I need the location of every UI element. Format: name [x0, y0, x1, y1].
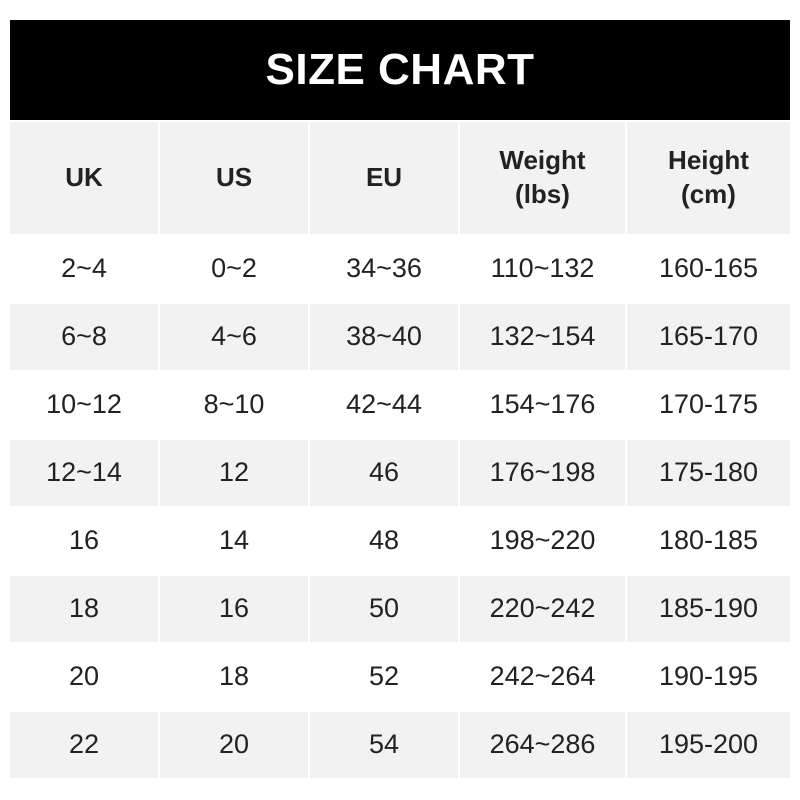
table-row: 16 14 48 198~220 180-185: [10, 508, 790, 574]
table-cell: 20: [160, 712, 308, 778]
table-cell: 12: [160, 440, 308, 506]
table-cell: 18: [10, 576, 158, 642]
column-header: UK: [10, 122, 158, 234]
table-row: 6~8 4~6 38~40 132~154 165-170: [10, 304, 790, 370]
column-header: US: [160, 122, 308, 234]
column-header: EU: [310, 122, 458, 234]
table-cell: 176~198: [460, 440, 625, 506]
table-row: 10~12 8~10 42~44 154~176 170-175: [10, 372, 790, 438]
table-cell: 132~154: [460, 304, 625, 370]
table-cell: 0~2: [211, 253, 257, 284]
table-cell: 54: [310, 712, 458, 778]
table-cell: 18: [218, 661, 250, 692]
table-cell: 6~8: [10, 304, 158, 370]
table-row: 12~14 12 46 176~198 175-180: [10, 440, 790, 506]
table-cell: 16: [68, 525, 100, 556]
table-cell: 20: [68, 661, 100, 692]
table-cell: 34~36: [346, 253, 422, 284]
header-row: UK US EU Weight (lbs) Height (cm): [10, 122, 790, 234]
table-cell: 22: [10, 712, 158, 778]
table-cell: 160-165: [658, 253, 759, 284]
table-cell: 10~12: [46, 389, 122, 420]
size-chart-title: SIZE CHART: [10, 20, 790, 120]
table-cell: 16: [160, 576, 308, 642]
table-cell: 264~286: [460, 712, 625, 778]
table-cell: 165-170: [627, 304, 790, 370]
size-table: UK US EU Weight (lbs) Height (cm) 2~4 0~2 34~3…: [10, 122, 790, 780]
table-cell: 110~132: [490, 253, 595, 284]
table-cell: 242~264: [489, 661, 596, 692]
table-row: 2~4 0~2 34~36 110~132 160-165: [10, 236, 790, 302]
table-cell: 8~10: [203, 389, 265, 420]
table-cell: 175-180: [627, 440, 790, 506]
table-cell: 4~6: [160, 304, 308, 370]
table-cell: 38~40: [310, 304, 458, 370]
table-row: 20 18 52 242~264 190-195: [10, 644, 790, 710]
table-cell: 48: [368, 525, 400, 556]
table-row: 18 16 50 220~242 185-190: [10, 576, 790, 642]
table-cell: 220~242: [460, 576, 625, 642]
table-cell: 14: [218, 525, 250, 556]
table-cell: 42~44: [346, 389, 422, 420]
table-cell: 52: [368, 661, 400, 692]
table-cell: 170-175: [658, 389, 759, 420]
table-cell: 195-200: [627, 712, 790, 778]
table-cell: 46: [310, 440, 458, 506]
column-header: Height (cm): [627, 122, 790, 234]
table-cell: 12~14: [10, 440, 158, 506]
table-row: 22 20 54 264~286 195-200: [10, 712, 790, 778]
table-cell: 154~176: [489, 389, 596, 420]
table-cell: 50: [310, 576, 458, 642]
table-cell: 2~4: [61, 253, 107, 284]
table-cell: 185-190: [627, 576, 790, 642]
table-cell: 198~220: [489, 525, 596, 556]
table-cell: 180-185: [658, 525, 759, 556]
table-cell: 190-195: [658, 661, 759, 692]
column-header: Weight (lbs): [460, 122, 625, 234]
